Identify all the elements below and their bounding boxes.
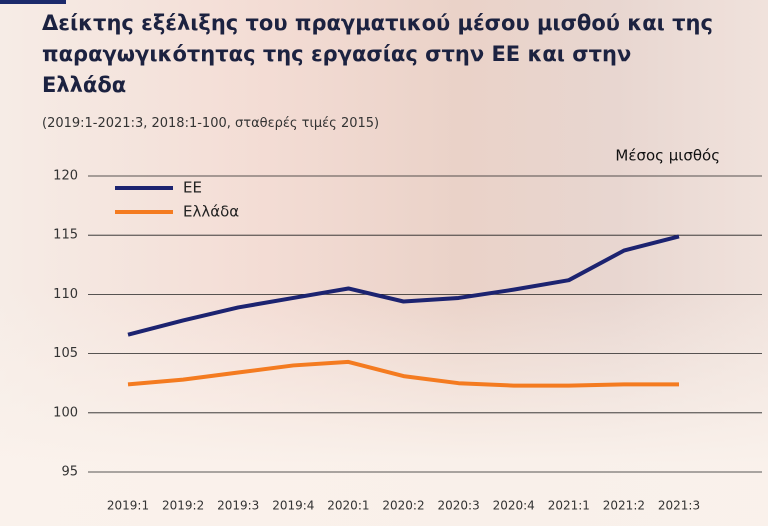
x-tick-label: 2020:3 bbox=[437, 499, 479, 513]
y-tick-label: 120 bbox=[53, 169, 78, 184]
chart-subtitle: (2019:1-2021:3, 2018:1-100, σταθερές τιμ… bbox=[42, 116, 380, 131]
y-tick-label: 115 bbox=[53, 228, 78, 243]
chart-title: Δείκτης εξέλιξης του πραγματικού μέσου μ… bbox=[42, 11, 713, 97]
legend-label: ΕΕ bbox=[183, 179, 202, 197]
x-tick-label: 2021:3 bbox=[658, 499, 700, 513]
accent-bar bbox=[0, 0, 66, 4]
y-tick-label: 105 bbox=[53, 346, 78, 361]
x-tick-label: 2020:1 bbox=[327, 499, 369, 513]
y-tick-label: 100 bbox=[53, 405, 78, 420]
annotation: Μέσος μισθός bbox=[615, 147, 720, 165]
x-tick-label: 2021:2 bbox=[603, 499, 645, 513]
y-tick-label: 110 bbox=[53, 287, 78, 302]
data-line bbox=[127, 359, 679, 388]
x-tick-label: 2019:3 bbox=[217, 499, 259, 513]
x-tick-label: 2019:4 bbox=[272, 499, 314, 513]
x-tick-label: 2019:1 bbox=[107, 499, 149, 513]
x-tick-label: 2020:2 bbox=[382, 499, 424, 513]
legend-label: Ελλάδα bbox=[183, 203, 239, 221]
x-tick-label: 2019:2 bbox=[162, 499, 204, 513]
x-tick-label: 2020:4 bbox=[493, 499, 535, 513]
y-tick-label: 95 bbox=[61, 465, 78, 480]
x-tick-label: 2021:1 bbox=[548, 499, 590, 513]
data-line bbox=[127, 234, 680, 337]
